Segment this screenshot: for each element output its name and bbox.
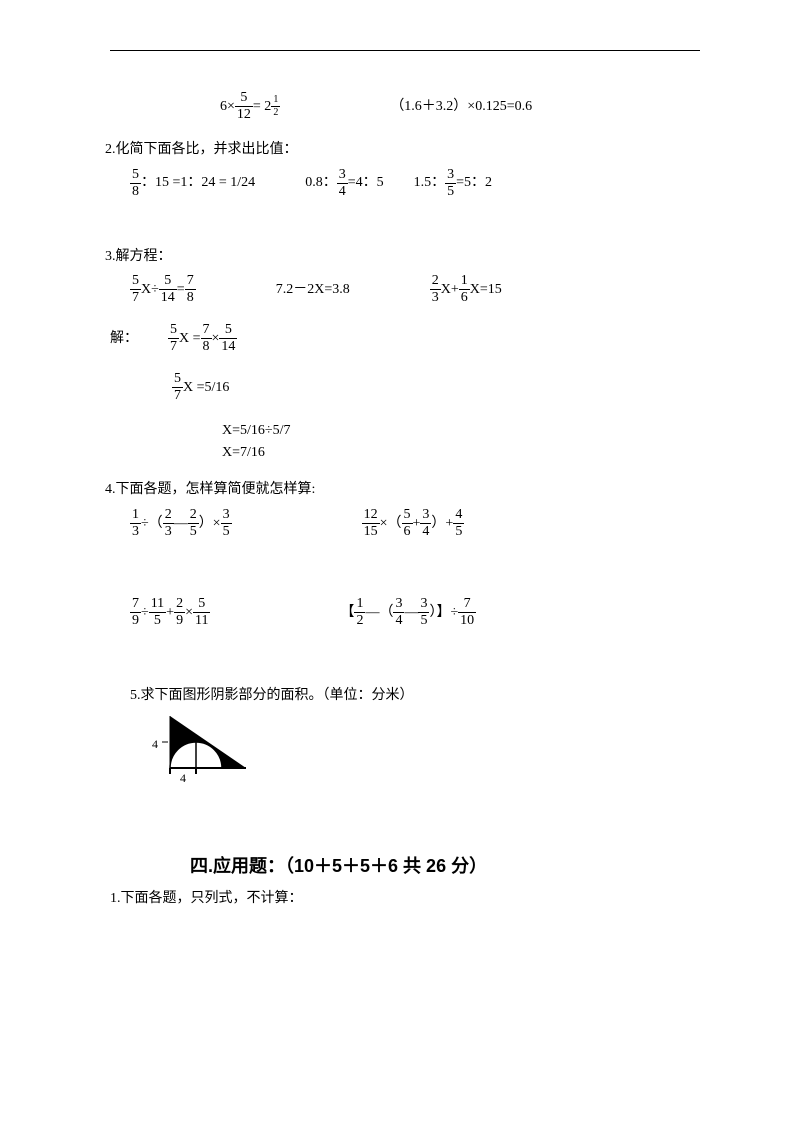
eq1-smallfrac: 1 2: [271, 95, 280, 118]
p4d-f4: 710: [458, 597, 476, 628]
p3e3-f2: 16: [459, 274, 470, 305]
eq1-left: 6×: [220, 97, 235, 117]
p2-label: 2.化简下面各比，并求出比值：: [105, 140, 700, 160]
p4c-f4: 511: [193, 597, 210, 628]
eq2: （1.6＋3.2）×0.125=0.6: [390, 97, 532, 117]
p3s1-f2: 78: [201, 323, 212, 354]
dim-width-label: 4: [180, 771, 186, 784]
p4c-f1: 79: [130, 597, 141, 628]
p3s2-f1: 57: [172, 372, 183, 403]
p3s1-mid: X =: [179, 329, 201, 349]
p3-eq-row: 57 X÷ 514 = 78 7.2－2X=3.8 23 X+ 16 X=15: [130, 274, 700, 305]
p4a-f2: 23: [163, 508, 174, 539]
p3e3-post: X=15: [470, 280, 502, 300]
p2c-frac: 3 5: [445, 168, 456, 199]
p4a-t1: ÷（: [141, 514, 163, 534]
p4d-t2: —: [404, 603, 418, 623]
p2-row: 5 8 ：15 =1：24 = 1/24 0.8： 3 4 =4：5 1.5： …: [130, 168, 700, 199]
p4b-f3: 34: [420, 508, 431, 539]
p4-row1: 13 ÷（ 23 — 25 ）× 35 1215 ×（ 56 + 34 ）+ 4…: [130, 508, 700, 539]
p2a-frac: 5 8: [130, 168, 141, 199]
page-rule: [110, 50, 700, 51]
p2c-pre: 1.5：: [414, 173, 446, 193]
document-page: 6× 5 12 = 2 1 2 （1.6＋3.2）×0.125=0.6 2.化简…: [0, 0, 800, 1132]
p4b-t1: ×（: [380, 514, 402, 534]
eq1-mid: = 2: [253, 97, 271, 117]
p2a-txt: ：15 =1：24 = 1/24: [141, 173, 255, 193]
sec4-p1: 1.下面各题，只列式，不计算：: [110, 889, 700, 909]
p3e1-f2: 514: [159, 274, 177, 305]
p4a-f4: 35: [221, 508, 232, 539]
p4b-f4: 45: [453, 508, 464, 539]
p4a-f3: 25: [188, 508, 199, 539]
p4c-t2: +: [166, 603, 174, 623]
p3-slabel: 解：: [110, 329, 138, 349]
p2c-txt: =5：2: [456, 173, 492, 193]
p4c-f3: 29: [174, 597, 185, 628]
p4b-t3: ）+: [431, 514, 453, 534]
p2b-pre: 0.8：: [305, 173, 337, 193]
p4d-t0: 【: [340, 603, 354, 623]
p3e1-f3: 78: [185, 274, 196, 305]
p2b-frac: 3 4: [337, 168, 348, 199]
p4b-f2: 56: [402, 508, 413, 539]
p4d-t1: —（: [365, 603, 393, 623]
p3-sol1: 解： 57 X = 78 × 514: [110, 323, 700, 354]
line-eq-1: 6× 5 12 = 2 1 2 （1.6＋3.2）×0.125=0.6: [220, 91, 700, 122]
p4a-f1: 13: [130, 508, 141, 539]
p3s2-post: X =5/16: [183, 378, 229, 398]
p3s1-f1: 57: [168, 323, 179, 354]
p4d-f1: 12: [354, 597, 365, 628]
p4c-t1: ÷: [141, 603, 149, 623]
p3e3-mid: X+: [441, 280, 459, 300]
p3e3-f1: 23: [430, 274, 441, 305]
p4-label: 4.下面各题，怎样算简便就怎样算:: [105, 480, 700, 500]
shaded-figure-svg: 4 4: [150, 712, 260, 784]
p3-sol2: 57 X =5/16: [172, 372, 700, 403]
p4b-f1: 1215: [362, 508, 380, 539]
p3s1-f3: 514: [219, 323, 237, 354]
section4-title: 四.应用题：（10＋5＋5＋6 共 26 分）: [190, 854, 700, 879]
p3e1-f1: 57: [130, 274, 141, 305]
p3-sol3: X=5/16÷5/7: [222, 421, 700, 441]
p4c-f2: 115: [149, 597, 166, 628]
p3-eq2: 7.2－2X=3.8: [276, 280, 350, 300]
p4a-t3: ）×: [199, 514, 221, 534]
eq1-frac: 5 12: [235, 91, 253, 122]
p4b-t2: +: [413, 514, 421, 534]
p3-sol4: X=7/16: [222, 443, 700, 463]
p4a-t2: —: [174, 514, 188, 534]
p3-label: 3.解方程：: [105, 247, 700, 267]
p3e1-x: X÷: [141, 280, 159, 300]
p5-figure: 4 4: [150, 712, 700, 784]
p4c-t3: ×: [185, 603, 193, 623]
p4d-f2: 34: [393, 597, 404, 628]
p4-row2: 79 ÷ 115 + 29 × 511 【 12 —（ 34 — 35 ）】÷ …: [130, 597, 700, 628]
dim-height-label: 4: [152, 737, 158, 751]
p5-label: 5.求下面图形阴影部分的面积。（单位：分米）: [130, 686, 700, 706]
p2b-txt: =4：5: [348, 173, 384, 193]
p4d-f3: 35: [418, 597, 429, 628]
p4d-t3: ）】÷: [429, 603, 458, 623]
p3s1-times: ×: [212, 329, 220, 349]
p3e1-eq: =: [177, 280, 185, 300]
